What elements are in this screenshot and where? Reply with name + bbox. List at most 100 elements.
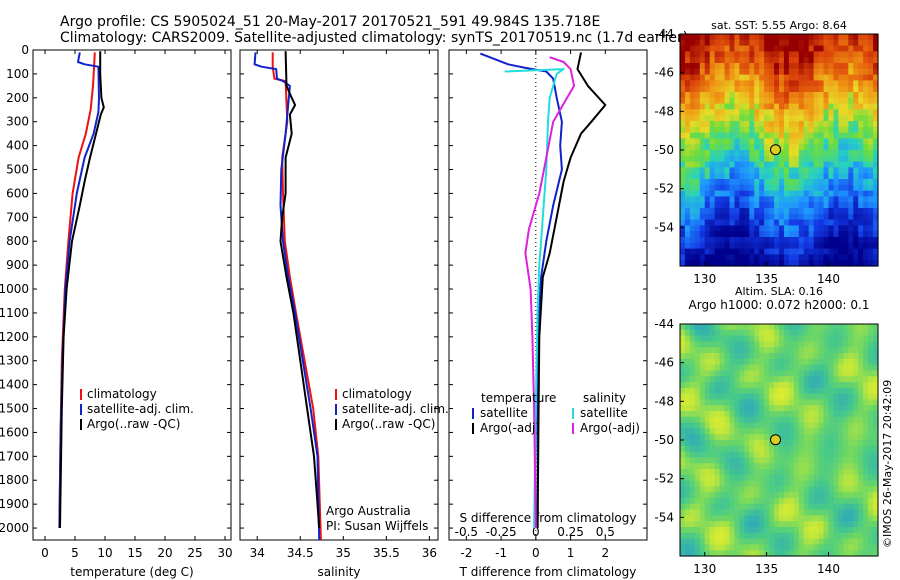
sla-map-cell (729, 399, 736, 406)
sst-map-cell (689, 121, 696, 128)
sla-map-cell (863, 451, 869, 458)
sst-map-cell (729, 231, 736, 238)
sla-map-cell (843, 399, 849, 406)
sst-map-cell (828, 34, 835, 41)
sla-map-cell (739, 422, 745, 429)
sla-map-cell (813, 451, 820, 458)
sla-map-cell (838, 416, 844, 424)
sst-map-cell (694, 161, 701, 168)
sla-map-cell (853, 370, 859, 377)
sla-map-cell (828, 405, 835, 412)
sst-map-cell (843, 57, 849, 64)
sst-map-ytick-label: -44 (654, 27, 674, 41)
sst-map-cell (729, 242, 736, 250)
sst-map-cell (719, 51, 726, 58)
sst-map-cell (828, 115, 835, 122)
sst-map-cell (699, 208, 706, 215)
sst-map-cell (848, 138, 854, 145)
sst-map-cell (873, 219, 879, 226)
sla-map-cell (803, 445, 810, 453)
sst-map-cell (853, 57, 859, 64)
sla-map-cell (833, 393, 839, 400)
sst-map-cell (694, 237, 701, 244)
sla-map-cell (759, 376, 765, 383)
sst-map-cell (689, 173, 696, 180)
sst-map-cell (823, 138, 830, 145)
sla-map-cell (783, 329, 790, 337)
sla-map-cell (704, 329, 711, 337)
sla-map-cell (694, 405, 701, 412)
sla-map-cell (734, 382, 740, 389)
sst-map-cell (719, 92, 726, 99)
sla-map-cell (680, 358, 686, 366)
sst-map-cell (729, 237, 736, 244)
sst-map-cell (754, 208, 760, 215)
sla-map-cell (803, 474, 810, 482)
sst-map-cell (714, 103, 721, 110)
sst-map-cell (868, 74, 874, 81)
sst-map-cell (853, 126, 859, 134)
sla-map-cell (873, 503, 879, 511)
sla-map-cell (868, 387, 874, 395)
depth-tick-label: 600 (6, 186, 29, 200)
sla-map-cell (689, 376, 696, 383)
sst-map-cell (724, 74, 731, 81)
sla-map-cell (684, 445, 691, 453)
sst-map-cell (848, 51, 854, 58)
sst-map-cell (868, 132, 874, 139)
sla-map-cell (734, 474, 740, 482)
sla-map-xtick-label: 135 (755, 562, 778, 576)
sst-map-cell (868, 260, 874, 267)
sst-map-cell (858, 109, 864, 116)
sst-map-cell (783, 63, 790, 70)
sla-map-cell (808, 445, 815, 453)
sst-map-cell (744, 213, 750, 221)
sst-map-cell (858, 57, 864, 64)
sla-map-cell (680, 521, 686, 528)
sla-map-cell (699, 341, 706, 348)
sla-map-cell (764, 358, 770, 366)
sla-map-cell (744, 428, 750, 435)
sst-map-cell (680, 34, 686, 41)
sla-map-cell (788, 515, 795, 522)
sla-map-cell (714, 544, 721, 551)
sla-map-cell (808, 364, 815, 371)
sst-map-cell (734, 74, 740, 81)
sst-map-cell (729, 34, 736, 41)
sla-map-cell (749, 474, 755, 482)
sst-map-cell (764, 190, 770, 197)
sla-map-cell (828, 486, 835, 493)
sla-map-cell (779, 515, 785, 522)
sla-map-cell (833, 550, 839, 557)
sla-map-cell (793, 364, 800, 371)
sla-map-cell (719, 503, 726, 511)
sla-map-cell (818, 382, 825, 389)
sla-map-cell (759, 509, 765, 516)
sst-map-cell (873, 202, 879, 209)
difference-plot-frame (448, 49, 648, 541)
sst-map-cell (833, 161, 839, 168)
sst-map-cell (689, 179, 696, 186)
sst-map-cell (863, 213, 869, 221)
sla-map-cell (719, 486, 726, 493)
sla-map-cell (838, 550, 844, 557)
sst-map-cell (724, 63, 731, 70)
sla-map-cell (793, 428, 800, 435)
salinity-legend-entry: climatology (342, 387, 412, 401)
sla-map-cell (858, 538, 864, 545)
sla-map-cell (764, 387, 770, 395)
sst-map-cell (694, 213, 701, 221)
sla-map-cell (744, 364, 750, 371)
sst-map-cell (873, 109, 879, 116)
sla-map-cell (813, 324, 820, 331)
sst-map-cell (838, 184, 844, 192)
sla-map-cell (709, 440, 716, 447)
sla-map-cell (714, 399, 721, 406)
sla-map-cell (694, 411, 701, 418)
sst-map-cell (774, 74, 780, 81)
sla-map-cell (689, 347, 696, 354)
sla-map-cell (813, 416, 820, 424)
sla-map-cell (764, 532, 770, 540)
sla-map-cell (843, 324, 849, 331)
sla-map-cell (873, 324, 879, 331)
